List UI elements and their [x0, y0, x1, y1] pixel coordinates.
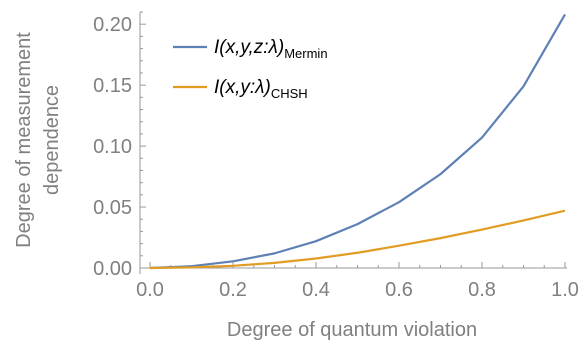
ticks: 0.0 0.2 0.4 0.6 0.8 1.0 0.00 0.05 0.10 0.15 0.20 — [93, 11, 579, 301]
x-tick-label: 1.0 — [551, 279, 579, 301]
x-axis-title: Degree of quantum violation — [227, 319, 477, 341]
x-tick-label: 0.0 — [136, 279, 164, 301]
x-tick-label: 0.2 — [219, 279, 247, 301]
axis-titles: Degree of quantum violation Degree of mea… — [13, 32, 477, 341]
y-tick-label: 0.05 — [93, 197, 132, 219]
y-axis-title-line-2: dependence — [41, 85, 63, 195]
y-axis-title-line-1: Degree of measurement — [13, 32, 35, 248]
series-line-mermin — [149, 13, 566, 270]
legend-entry: I(x,y:λ)CHSH — [214, 77, 308, 101]
x-tick-label: 0.4 — [302, 279, 330, 301]
y-tick-label: 0.20 — [93, 14, 132, 36]
axes — [139, 12, 567, 274]
legend: I(x,y,z:λ)Mermin I(x,y:λ)CHSH — [173, 37, 328, 101]
x-tick-label: 0.8 — [468, 279, 496, 301]
y-tick-label: 0.10 — [93, 136, 132, 158]
series-lines — [149, 13, 566, 270]
x-tick-label: 0.6 — [385, 279, 413, 301]
y-tick-label: 0.00 — [93, 258, 132, 280]
series-line-chsh — [149, 209, 566, 270]
y-tick-label: 0.15 — [93, 75, 132, 97]
legend-entry: I(x,y,z:λ)Mermin — [214, 37, 328, 61]
